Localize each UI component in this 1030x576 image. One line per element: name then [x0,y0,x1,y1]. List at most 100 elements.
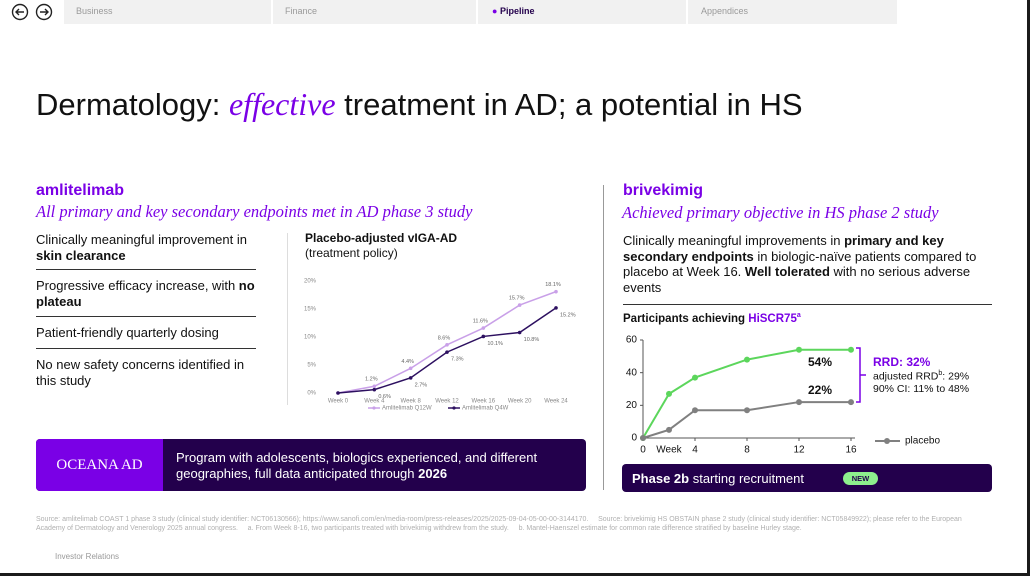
x-tick-label: 0 [640,445,646,456]
oceana-banner: OCEANA AD Program with adolescents, biol… [36,439,586,491]
x-tick-label: Week 0 [328,399,349,405]
data-point [517,303,522,307]
bullet: Progressive efficacy increase, with no p… [36,278,255,309]
data-point [744,407,750,414]
legend-marker [452,406,456,410]
x-tick-label: 4 [692,445,698,456]
data-point [408,376,413,380]
legend-marker [372,406,376,410]
right-heading: brivekimig [623,182,704,199]
title-highlight: HiSCR75 [748,313,797,325]
x-tick-label: Week 4 [364,399,385,405]
left-subheading: All primary and key secondary endpoints … [36,202,473,221]
left-heading: amlitelimab [36,182,125,199]
x-axis-label: Week [656,445,682,456]
data-point [408,366,413,371]
data-point [554,306,558,310]
right-subheading: Achieved primary objective in HS phase 2… [622,203,939,222]
right-paragraph: Clinically meaningful improvements in pr… [623,233,977,295]
title-note: a [797,312,801,319]
data-point [372,384,377,389]
nav-buttons [11,3,53,21]
back-button[interactable] [11,3,29,21]
value-label: 10.8% [524,337,540,343]
banner-text: Program with adolescents, biologics expe… [176,450,538,481]
data-point [445,343,449,347]
value-label: 15.7% [509,296,525,302]
chart-title: Placebo-adjusted vIGA-AD [305,231,457,245]
bullet: No new safety concerns identified in thi… [36,357,245,388]
data-point [744,356,750,363]
value-label: 2.7% [415,382,428,388]
x-tick-label: 16 [845,445,857,456]
footer: Investor Relations [55,552,120,561]
y-tick-label: 40 [626,367,638,378]
value-label: 11.6% [473,318,488,324]
data-point [796,346,802,353]
phase-text: Phase 2b starting recruitment [632,471,804,486]
data-point [848,399,854,406]
data-point [336,391,340,395]
value-label: 15.2% [560,312,576,318]
y-tick-label: 0 [631,433,637,444]
x-tick-label: Week 8 [401,399,422,405]
legend-label: Amlitelimab Q12W [382,406,432,412]
value-label: 4.4% [401,359,414,365]
tab[interactable]: Finance [285,6,318,16]
data-point [692,407,698,414]
legend-label: Amlitelimab Q4W [462,406,509,412]
x-tick-label: Week 20 [508,399,532,405]
tab[interactable]: Appendices [701,6,749,16]
series-line [642,348,851,439]
legend-marker [884,438,890,444]
y-tick-label: 20 [626,400,638,411]
y-tick-label: 15% [304,307,317,313]
data-point [666,426,672,433]
tab-bar: Business Finance ● Pipeline Appendices [64,0,897,24]
title-text: Participants achieving [623,313,748,325]
value-label: 7.3% [451,357,464,363]
slide-title: Dermatology: effective treatment in AD; … [36,86,803,122]
banner-label: OCEANA AD [36,439,163,491]
tab[interactable]: ● Pipeline [492,6,535,16]
tab[interactable]: Business [76,6,113,16]
y-tick-label: 5% [307,363,316,369]
bullet: Patient-friendly quarterly dosing [36,325,219,340]
data-point [666,390,672,397]
x-tick-label: Week 16 [472,399,496,405]
y-tick-label: 60 [626,335,638,346]
value-label: 54% [808,355,832,369]
data-point [554,289,558,294]
data-point [481,334,486,339]
data-point [796,399,802,406]
y-tick-label: 0% [307,391,316,397]
data-point [692,374,698,381]
legend-label: placebo [905,436,940,447]
x-tick-label: 8 [744,445,750,456]
value-label: 22% [808,383,832,397]
data-point [848,346,854,353]
data-point [445,350,449,354]
chart-title: Participants achieving HiSCR75a [623,312,801,325]
phase-banner: Phase 2b starting recruitment NEW [622,464,992,492]
forward-button[interactable] [35,3,53,21]
series-line [642,401,851,439]
y-tick-label: 10% [304,335,317,341]
bullet: Clinically meaningful improvement in ski… [36,232,247,263]
value-label: 18.1% [545,282,561,288]
x-tick-label: Week 24 [544,399,568,405]
data-point [517,330,522,335]
value-label: 10.1% [487,341,503,347]
footnote: Source: amlitelimab COAST 1 phase 3 stud… [36,516,964,532]
rrd-annotation: RRD: 32% adjusted RRDb: 29% 90% CI: 11% … [873,355,970,395]
x-tick-label: Week 12 [435,399,459,405]
new-badge: NEW [843,472,878,485]
data-point [372,387,377,392]
chart-subtitle: (treatment policy) [305,246,398,260]
value-label: 1.2% [365,377,378,383]
bracket [856,347,866,403]
